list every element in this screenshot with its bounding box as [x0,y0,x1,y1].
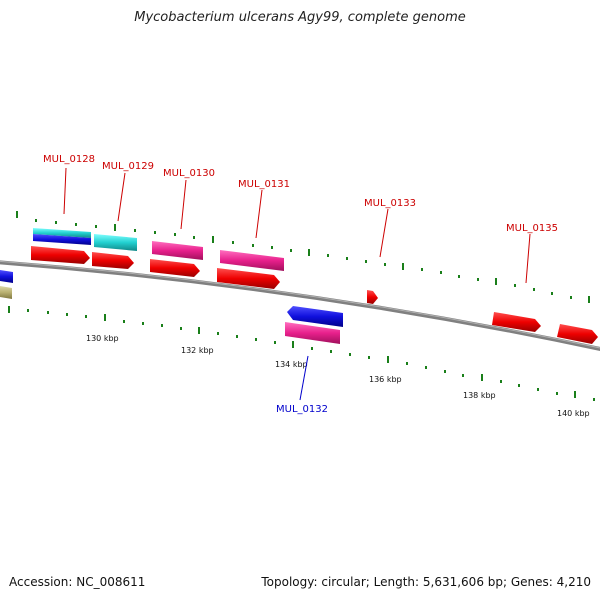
gene-mul-0129-cyan [94,234,137,251]
ruler-label-134: 134 kbp [275,360,308,369]
reverse-scale-ticks [8,306,595,401]
gene-mul-0132-pink [285,322,340,344]
accession-text: Accession: NC_008611 [9,575,146,589]
ruler-label-136: 136 kbp [369,375,402,384]
ruler-label-132: 132 kbp [181,346,214,355]
gene-mul-0128-blue [33,234,91,245]
gene-label-mul-0133[interactable]: MUL_0133 [364,198,416,209]
gene-mul-0132-arrow [287,306,343,327]
ruler-label-138: 138 kbp [463,391,496,400]
label-connectors [63,167,531,401]
gene-label-mul-0135[interactable]: MUL_0135 [506,223,558,234]
gene-label-mul-0131[interactable]: MUL_0131 [238,179,290,190]
gene-mul-0128-cyan [33,228,91,238]
gene-mul-0130-pink [152,241,203,260]
gene-label-mul-0128[interactable]: MUL_0128 [43,154,95,165]
ruler-label-130: 130 kbp [86,334,119,343]
gene-blue-left-partial [0,270,13,283]
forward-scale-ticks [16,211,590,303]
gene-features [0,228,598,344]
gene-mul-0131-pink [220,250,284,271]
gene-olive-left-partial [0,286,12,299]
gene-mul-0131-arrow [217,268,280,289]
gene-mul-0130-arrow [150,259,200,277]
map-title: Mycobacterium ulcerans Agy99, complete g… [134,10,466,25]
gene-label-mul-0129[interactable]: MUL_0129 [102,161,154,172]
gene-right-partial-arrow [557,324,598,344]
genome-summary-text: Topology: circular; Length: 5,631,606 bp… [261,575,591,589]
gene-mul-0129-arrow [92,252,134,269]
gene-mul-0128-arrow [31,246,90,264]
genome-backbone [0,260,600,351]
gene-label-mul-0130[interactable]: MUL_0130 [163,168,215,179]
ruler-label-140: 140 kbp [557,409,590,418]
gene-label-mul-0132[interactable]: MUL_0132 [276,404,328,415]
gene-mul-0133-arrow [367,290,378,304]
gene-mul-0135-arrow [492,312,541,332]
